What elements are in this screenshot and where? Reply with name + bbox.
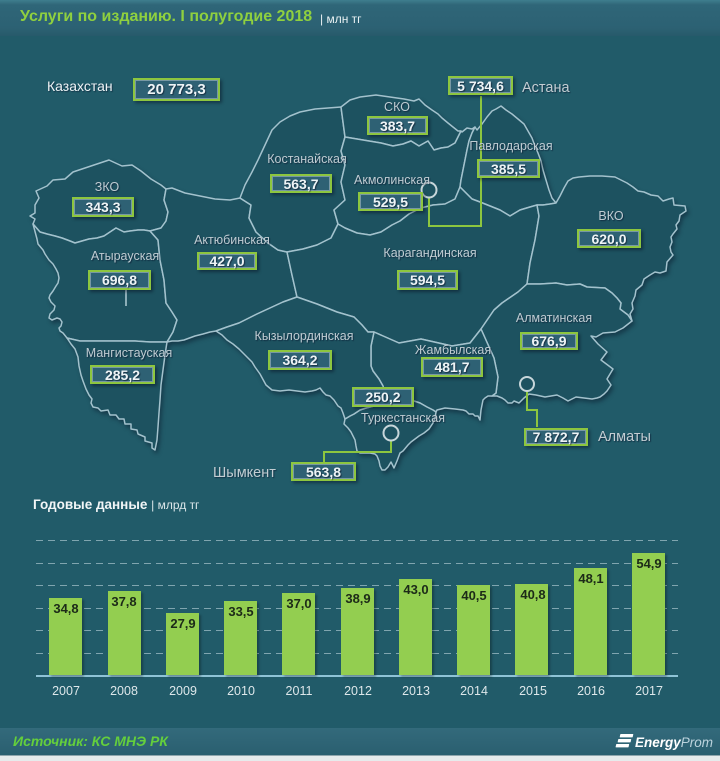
svg-text:EnergyProm: EnergyProm xyxy=(635,735,713,750)
